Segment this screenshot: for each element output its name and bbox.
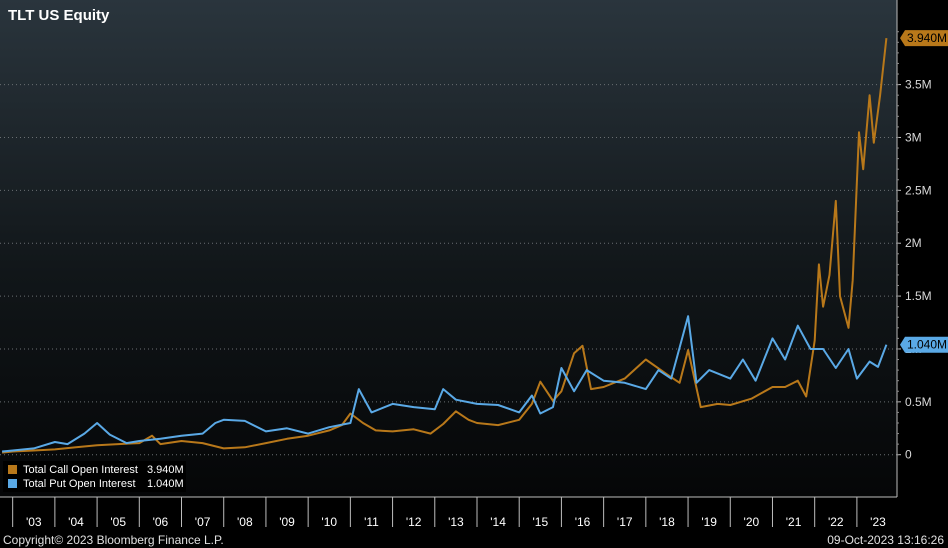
x-tick-label: '06 bbox=[153, 515, 169, 529]
x-tick-label: '17 bbox=[617, 515, 633, 529]
x-tick-label: '14 bbox=[490, 515, 506, 529]
x-tick-label: '19 bbox=[701, 515, 717, 529]
y-tick-label: 0 bbox=[905, 448, 912, 462]
x-tick-label: '15 bbox=[532, 515, 548, 529]
x-tick-label: '23 bbox=[870, 515, 886, 529]
right-axis-background bbox=[897, 0, 948, 497]
x-tick-label: '03 bbox=[26, 515, 42, 529]
x-tick-label: '07 bbox=[195, 515, 211, 529]
put-last-value-label: 1.040M bbox=[907, 338, 947, 352]
copyright-text: Copyright© 2023 Bloomberg Finance L.P. bbox=[3, 533, 224, 547]
legend-label-call: Total Call Open Interest bbox=[23, 464, 138, 476]
put-open-interest-line bbox=[2, 315, 888, 453]
x-tick-label: '22 bbox=[828, 515, 844, 529]
call-last-value-badge bbox=[900, 30, 948, 47]
y-tick-label: 3M bbox=[905, 130, 922, 144]
x-tick-label: '08 bbox=[237, 515, 253, 529]
x-axis-ticks: '03 '04 '05 '06 '07 '08 '09 '10 '11 '12 '13 '14 '15 '… bbox=[12, 497, 886, 529]
series-layer bbox=[1, 37, 888, 454]
legend-background bbox=[3, 461, 186, 492]
x-tick-label: '05 bbox=[110, 515, 126, 529]
legend-value-call: 3.940M bbox=[147, 464, 184, 476]
x-tick-label: '09 bbox=[279, 515, 295, 529]
grid bbox=[0, 84, 897, 456]
call-open-interest-line bbox=[1, 37, 888, 454]
y-tick-label: 3.5M bbox=[905, 78, 932, 92]
legend-value-put: 1.040M bbox=[147, 478, 184, 490]
x-tick-label: '04 bbox=[68, 515, 84, 529]
x-tick-label: '16 bbox=[575, 515, 591, 529]
legend-label-put: Total Put Open Interest bbox=[23, 478, 136, 490]
plot-background bbox=[0, 0, 897, 497]
x-tick-label: '18 bbox=[659, 515, 675, 529]
y-tick-label: 2M bbox=[905, 236, 922, 250]
x-tick-label: '21 bbox=[786, 515, 802, 529]
y-tick-label: 1.5M bbox=[905, 289, 932, 303]
x-tick-label: '20 bbox=[744, 515, 760, 529]
last-value-badges: 3.940M 1.040M bbox=[900, 30, 948, 353]
x-tick-label: '12 bbox=[406, 515, 422, 529]
timestamp-text: 09-Oct-2023 13:16:26 bbox=[827, 533, 944, 547]
legend-swatch-call bbox=[8, 465, 17, 474]
y-tick-label: 0.5M bbox=[905, 395, 932, 409]
legend: Total Call Open Interest 3.940M Total Pu… bbox=[3, 461, 186, 492]
put-last-value-badge bbox=[900, 336, 948, 353]
call-last-value-label: 3.940M bbox=[907, 31, 947, 45]
legend-swatch-put bbox=[8, 479, 17, 488]
chart-title: TLT US Equity bbox=[8, 7, 110, 24]
y-tick-label: 2.5M bbox=[905, 183, 932, 197]
x-tick-label: '13 bbox=[448, 515, 464, 529]
x-tick-label: '11 bbox=[364, 515, 379, 529]
x-tick-label: '10 bbox=[321, 515, 337, 529]
